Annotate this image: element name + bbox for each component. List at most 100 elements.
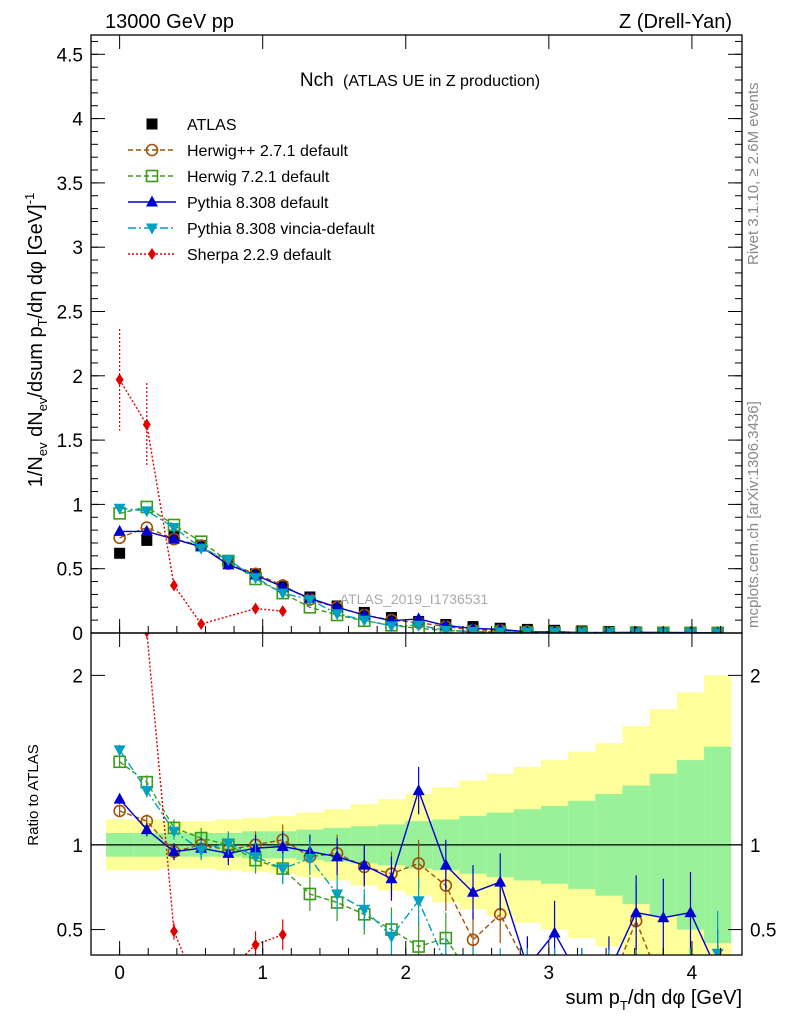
ratio-point (712, 965, 724, 976)
ratio-point (657, 911, 670, 923)
data-point (251, 602, 260, 615)
ratio-series-4 (143, 633, 287, 955)
ratio-point (278, 928, 287, 941)
ratio-y-tick-label-right: 1 (750, 836, 761, 857)
ratio-y-tick-label-right: 2 (750, 666, 761, 687)
ratio-point (548, 926, 561, 938)
ratio-point (140, 786, 153, 798)
data-point (113, 524, 126, 536)
data-point (412, 620, 425, 632)
legend-label: Herwig++ 2.7.1 default (187, 143, 349, 160)
x-tick-label: 2 (400, 963, 411, 984)
data-point (278, 605, 287, 618)
ratio-point (630, 906, 643, 918)
data-point (711, 628, 724, 633)
data-point (467, 626, 480, 633)
ratio-point (495, 983, 506, 994)
legend-label: Pythia 8.308 vincia-default (187, 221, 375, 238)
ratio-point (521, 974, 533, 985)
ratio-point (195, 845, 208, 857)
legend-entry: Pythia 8.308 default (128, 195, 329, 212)
legend-marker (145, 143, 159, 157)
ratio-point (113, 804, 126, 818)
data-point (114, 547, 126, 559)
data-point (113, 503, 126, 515)
x-axis-label: sum pT/dη dφ [GeV] (565, 987, 742, 1013)
ratio-series-layer (113, 633, 724, 994)
y-tick-label: 3 (72, 238, 83, 259)
legend-marker (145, 169, 159, 183)
ratio-point (603, 965, 615, 976)
legend-entry: Sherpa 2.2.9 default (128, 247, 332, 264)
legend-label: Herwig 7.2.1 default (187, 169, 330, 186)
ratio-bands (91, 675, 742, 955)
ratio-point (466, 933, 480, 947)
ratio-point (412, 857, 425, 870)
ratio-point (494, 875, 507, 887)
data-point (142, 418, 151, 431)
ratio-point (440, 959, 452, 970)
y-axis-label: 1/Nev dNev/dsum pT/dη dφ [GeV]-1 (22, 193, 50, 488)
data-point (197, 617, 206, 630)
legend-label: Sherpa 2.2.9 default (187, 247, 332, 264)
y-tick-label: 4.5 (57, 45, 83, 66)
data-point (548, 627, 561, 633)
y-tick-label: 0.5 (57, 560, 83, 581)
ratio-point (385, 931, 398, 943)
ratio-point (412, 784, 425, 796)
ratio-point (358, 904, 371, 916)
ratio-series-3 (113, 744, 724, 985)
legend: ATLAS Herwig++ 2.7.1 default Herwig 7.2.1 … (128, 117, 375, 264)
y-tick-label: 0 (72, 624, 83, 645)
data-point (602, 628, 615, 633)
x-tick-label: 0 (114, 963, 125, 984)
legend-entry: Herwig++ 2.7.1 default (128, 143, 349, 160)
data-point (249, 573, 262, 585)
legend-label: ATLAS (187, 117, 237, 134)
data-point (684, 628, 697, 633)
data-point (331, 600, 344, 612)
data-point (494, 627, 507, 633)
legend-label: Pythia 8.308 default (187, 195, 329, 212)
data-point (276, 580, 289, 592)
data-point (195, 543, 208, 555)
data-point (169, 579, 178, 592)
ratio-frame (90, 632, 743, 956)
y-tick-label: 3.5 (57, 174, 83, 195)
ratio-point (167, 845, 180, 857)
ratio-point (385, 872, 398, 884)
plot-title-sub: (ATLAS UE in Z production) (343, 73, 540, 90)
ratio-point (276, 840, 289, 852)
ratio-y-tick-label-right: 0.5 (750, 921, 776, 942)
data-point (222, 555, 235, 567)
ratio-point (303, 853, 316, 865)
data-point (358, 615, 371, 627)
data-point (167, 523, 180, 535)
data-point (412, 612, 425, 624)
ratio-point (684, 906, 697, 918)
y-tick-label: 4 (72, 110, 83, 131)
ratio-point (113, 745, 126, 757)
ratio-point (412, 896, 425, 908)
x-tick-label: 1 (257, 963, 268, 984)
ratio-y-label: Ratio to ATLAS (25, 744, 42, 845)
ratio-line (119, 810, 651, 955)
data-point (521, 627, 534, 633)
data-point (276, 588, 289, 600)
data-point (331, 609, 344, 621)
ratio-point (439, 858, 452, 870)
ratio-point (521, 960, 533, 971)
ratio-y-tick-label: 2 (72, 666, 83, 687)
plot-title-main: Nch (300, 70, 334, 91)
x-tick-label: 4 (687, 963, 698, 984)
data-point (141, 534, 153, 546)
data-point (439, 625, 452, 633)
ratio-point (467, 969, 479, 980)
ratio-point (140, 823, 153, 835)
ratio-point (522, 961, 533, 972)
ratio-point (276, 864, 289, 876)
ratio-y-tick-label: 1 (72, 836, 83, 857)
legend-entry: ATLAS (146, 117, 237, 134)
y-tick-label: 2.5 (57, 302, 83, 323)
